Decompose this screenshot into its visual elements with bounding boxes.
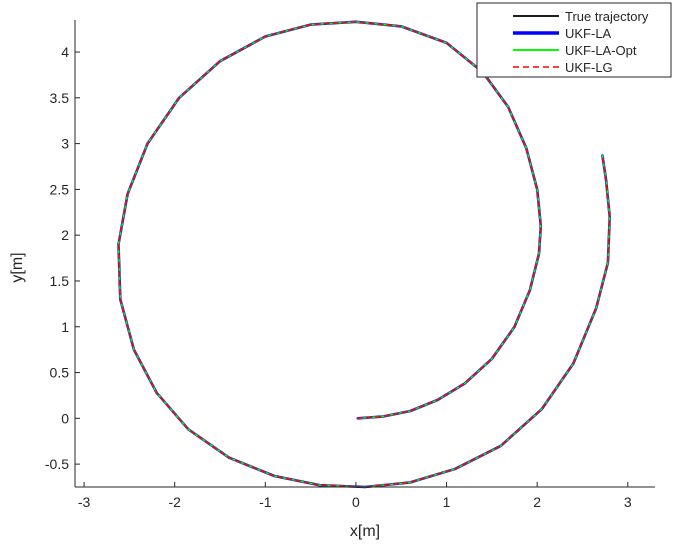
y-tick-label: 0.5 — [50, 365, 70, 381]
y-tick-label: 2.5 — [50, 181, 70, 197]
legend-label: UKF-LA-Opt — [565, 43, 637, 58]
x-tick-label: -1 — [259, 494, 272, 510]
x-tick-label: 3 — [624, 494, 632, 510]
legend: True trajectory UKF-LA UKF-LA-Opt UKF-LG — [476, 2, 672, 78]
y-tick-label: 1.5 — [50, 273, 70, 289]
y-tick-label: 4 — [61, 44, 69, 60]
x-tick-label: 2 — [533, 494, 541, 510]
x-axis-label: x[m] — [350, 523, 380, 540]
legend-label: True trajectory — [565, 9, 649, 24]
plot-area — [117, 20, 611, 489]
ticks: -3 -2 -1 0 1 2 3 -0.5 0 0.5 1 1.5 2 2.5 3 3.5 4 — [45, 44, 632, 510]
x-tick-label: -2 — [168, 494, 181, 510]
y-tick-label: 2 — [61, 227, 69, 243]
y-tick-label: 0 — [61, 410, 69, 426]
y-tick-label: -0.5 — [45, 456, 69, 472]
y-tick-label: 3 — [61, 136, 69, 152]
x-tick-label: -3 — [78, 494, 91, 510]
y-tick-label: 3.5 — [50, 90, 70, 106]
legend-box — [476, 2, 672, 78]
x-tick-label: 0 — [352, 494, 360, 510]
y-axis-label: y[m] — [9, 252, 26, 282]
legend-label: UKF-LA — [565, 26, 612, 41]
legend-label: UKF-LG — [565, 60, 613, 75]
series-line-ukf-lg — [117, 21, 611, 488]
y-tick-label: 1 — [61, 319, 69, 335]
x-tick-label: 1 — [443, 494, 451, 510]
